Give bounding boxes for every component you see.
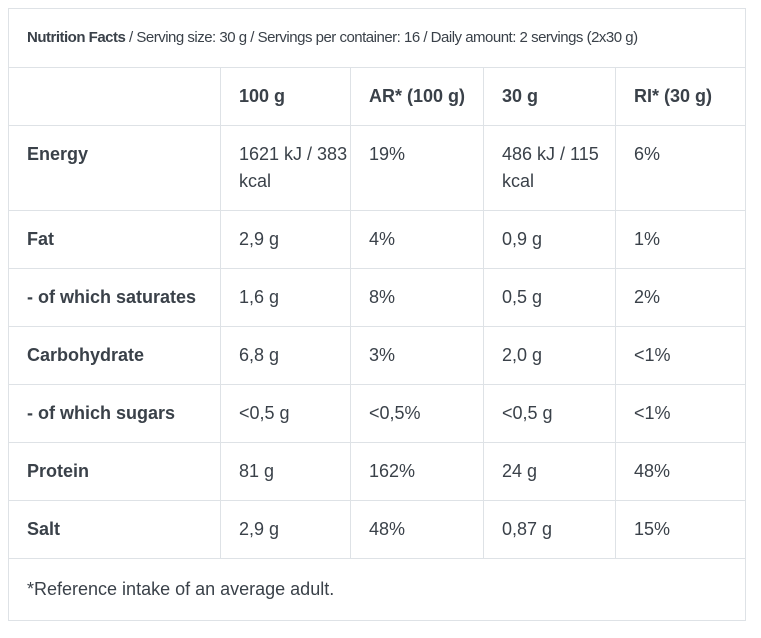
row-label: Carbohydrate (8, 326, 221, 385)
value-30g: 24 g (483, 442, 616, 501)
table-row-energy: Energy 1621 kJ / 383 kcal 19% 486 kJ / 1… (8, 125, 747, 211)
column-header-ri-30g: RI* (30 g) (614, 67, 747, 126)
table-row-sugars: - of which sugars <0,5 g <0,5% <0,5 g <1… (8, 384, 747, 443)
value-ri-30g: 1% (614, 210, 747, 269)
table-row-salt: Salt 2,9 g 48% 0,87 g 15% (8, 500, 747, 559)
value-100g: 2,9 g (220, 500, 351, 559)
title-cell: Nutrition Facts / Serving size: 30 g / S… (7, 8, 747, 68)
serving-info: / Serving size: 30 g / Servings per cont… (125, 29, 638, 46)
reference-intake-note: *Reference intake of an average adult. (7, 558, 747, 621)
nutrition-facts-table: Nutrition Facts / Serving size: 30 g / S… (7, 8, 747, 621)
title-row: Nutrition Facts / Serving size: 30 g / S… (7, 8, 747, 68)
value-30g: <0,5 g (483, 384, 616, 443)
value-100g: 2,9 g (220, 210, 351, 269)
row-label: Energy (8, 125, 221, 211)
value-ri-30g: 15% (614, 500, 747, 559)
value-100g: 6,8 g (220, 326, 351, 385)
value-100g: <0,5 g (220, 384, 351, 443)
table-row-saturates: - of which saturates 1,6 g 8% 0,5 g 2% (8, 268, 747, 327)
value-ar-100g: 8% (350, 268, 484, 327)
column-header-blank (8, 67, 221, 126)
value-ri-30g: 2% (614, 268, 747, 327)
value-30g: 0,9 g (483, 210, 616, 269)
table-row-fat: Fat 2,9 g 4% 0,9 g 1% (8, 210, 747, 269)
value-30g: 0,5 g (483, 268, 616, 327)
row-label: - of which sugars (8, 384, 221, 443)
row-label: Fat (8, 210, 221, 269)
value-30g: 0,87 g (483, 500, 616, 559)
table-row-protein: Protein 81 g 162% 24 g 48% (8, 442, 747, 501)
column-header-30g: 30 g (483, 67, 616, 126)
column-header-row: 100 g AR* (100 g) 30 g RI* (30 g) (8, 67, 747, 126)
value-ri-30g: 48% (614, 442, 747, 501)
row-label: Salt (8, 500, 221, 559)
value-ar-100g: 4% (350, 210, 484, 269)
footer-row: *Reference intake of an average adult. (7, 558, 747, 621)
table-row-carbohydrate: Carbohydrate 6,8 g 3% 2,0 g <1% (8, 326, 747, 385)
row-label: Protein (8, 442, 221, 501)
value-ar-100g: 19% (350, 125, 484, 211)
value-100g: 1621 kJ / 383 kcal (220, 125, 351, 211)
value-100g: 81 g (220, 442, 351, 501)
value-30g: 486 kJ / 115 kcal (483, 125, 616, 211)
value-100g: 1,6 g (220, 268, 351, 327)
value-ri-30g: 6% (614, 125, 747, 211)
row-label: - of which saturates (8, 268, 221, 327)
value-ar-100g: 48% (350, 500, 484, 559)
value-30g: 2,0 g (483, 326, 616, 385)
value-ar-100g: 162% (350, 442, 484, 501)
column-header-ar-100g: AR* (100 g) (350, 67, 484, 126)
value-ar-100g: 3% (350, 326, 484, 385)
column-header-100g: 100 g (220, 67, 351, 126)
value-ri-30g: <1% (614, 384, 747, 443)
nutrition-facts-title: Nutrition Facts (27, 29, 126, 46)
nutrition-facts-panel: Nutrition Facts / Serving size: 30 g / S… (7, 8, 747, 621)
value-ri-30g: <1% (614, 326, 747, 385)
value-ar-100g: <0,5% (350, 384, 484, 443)
